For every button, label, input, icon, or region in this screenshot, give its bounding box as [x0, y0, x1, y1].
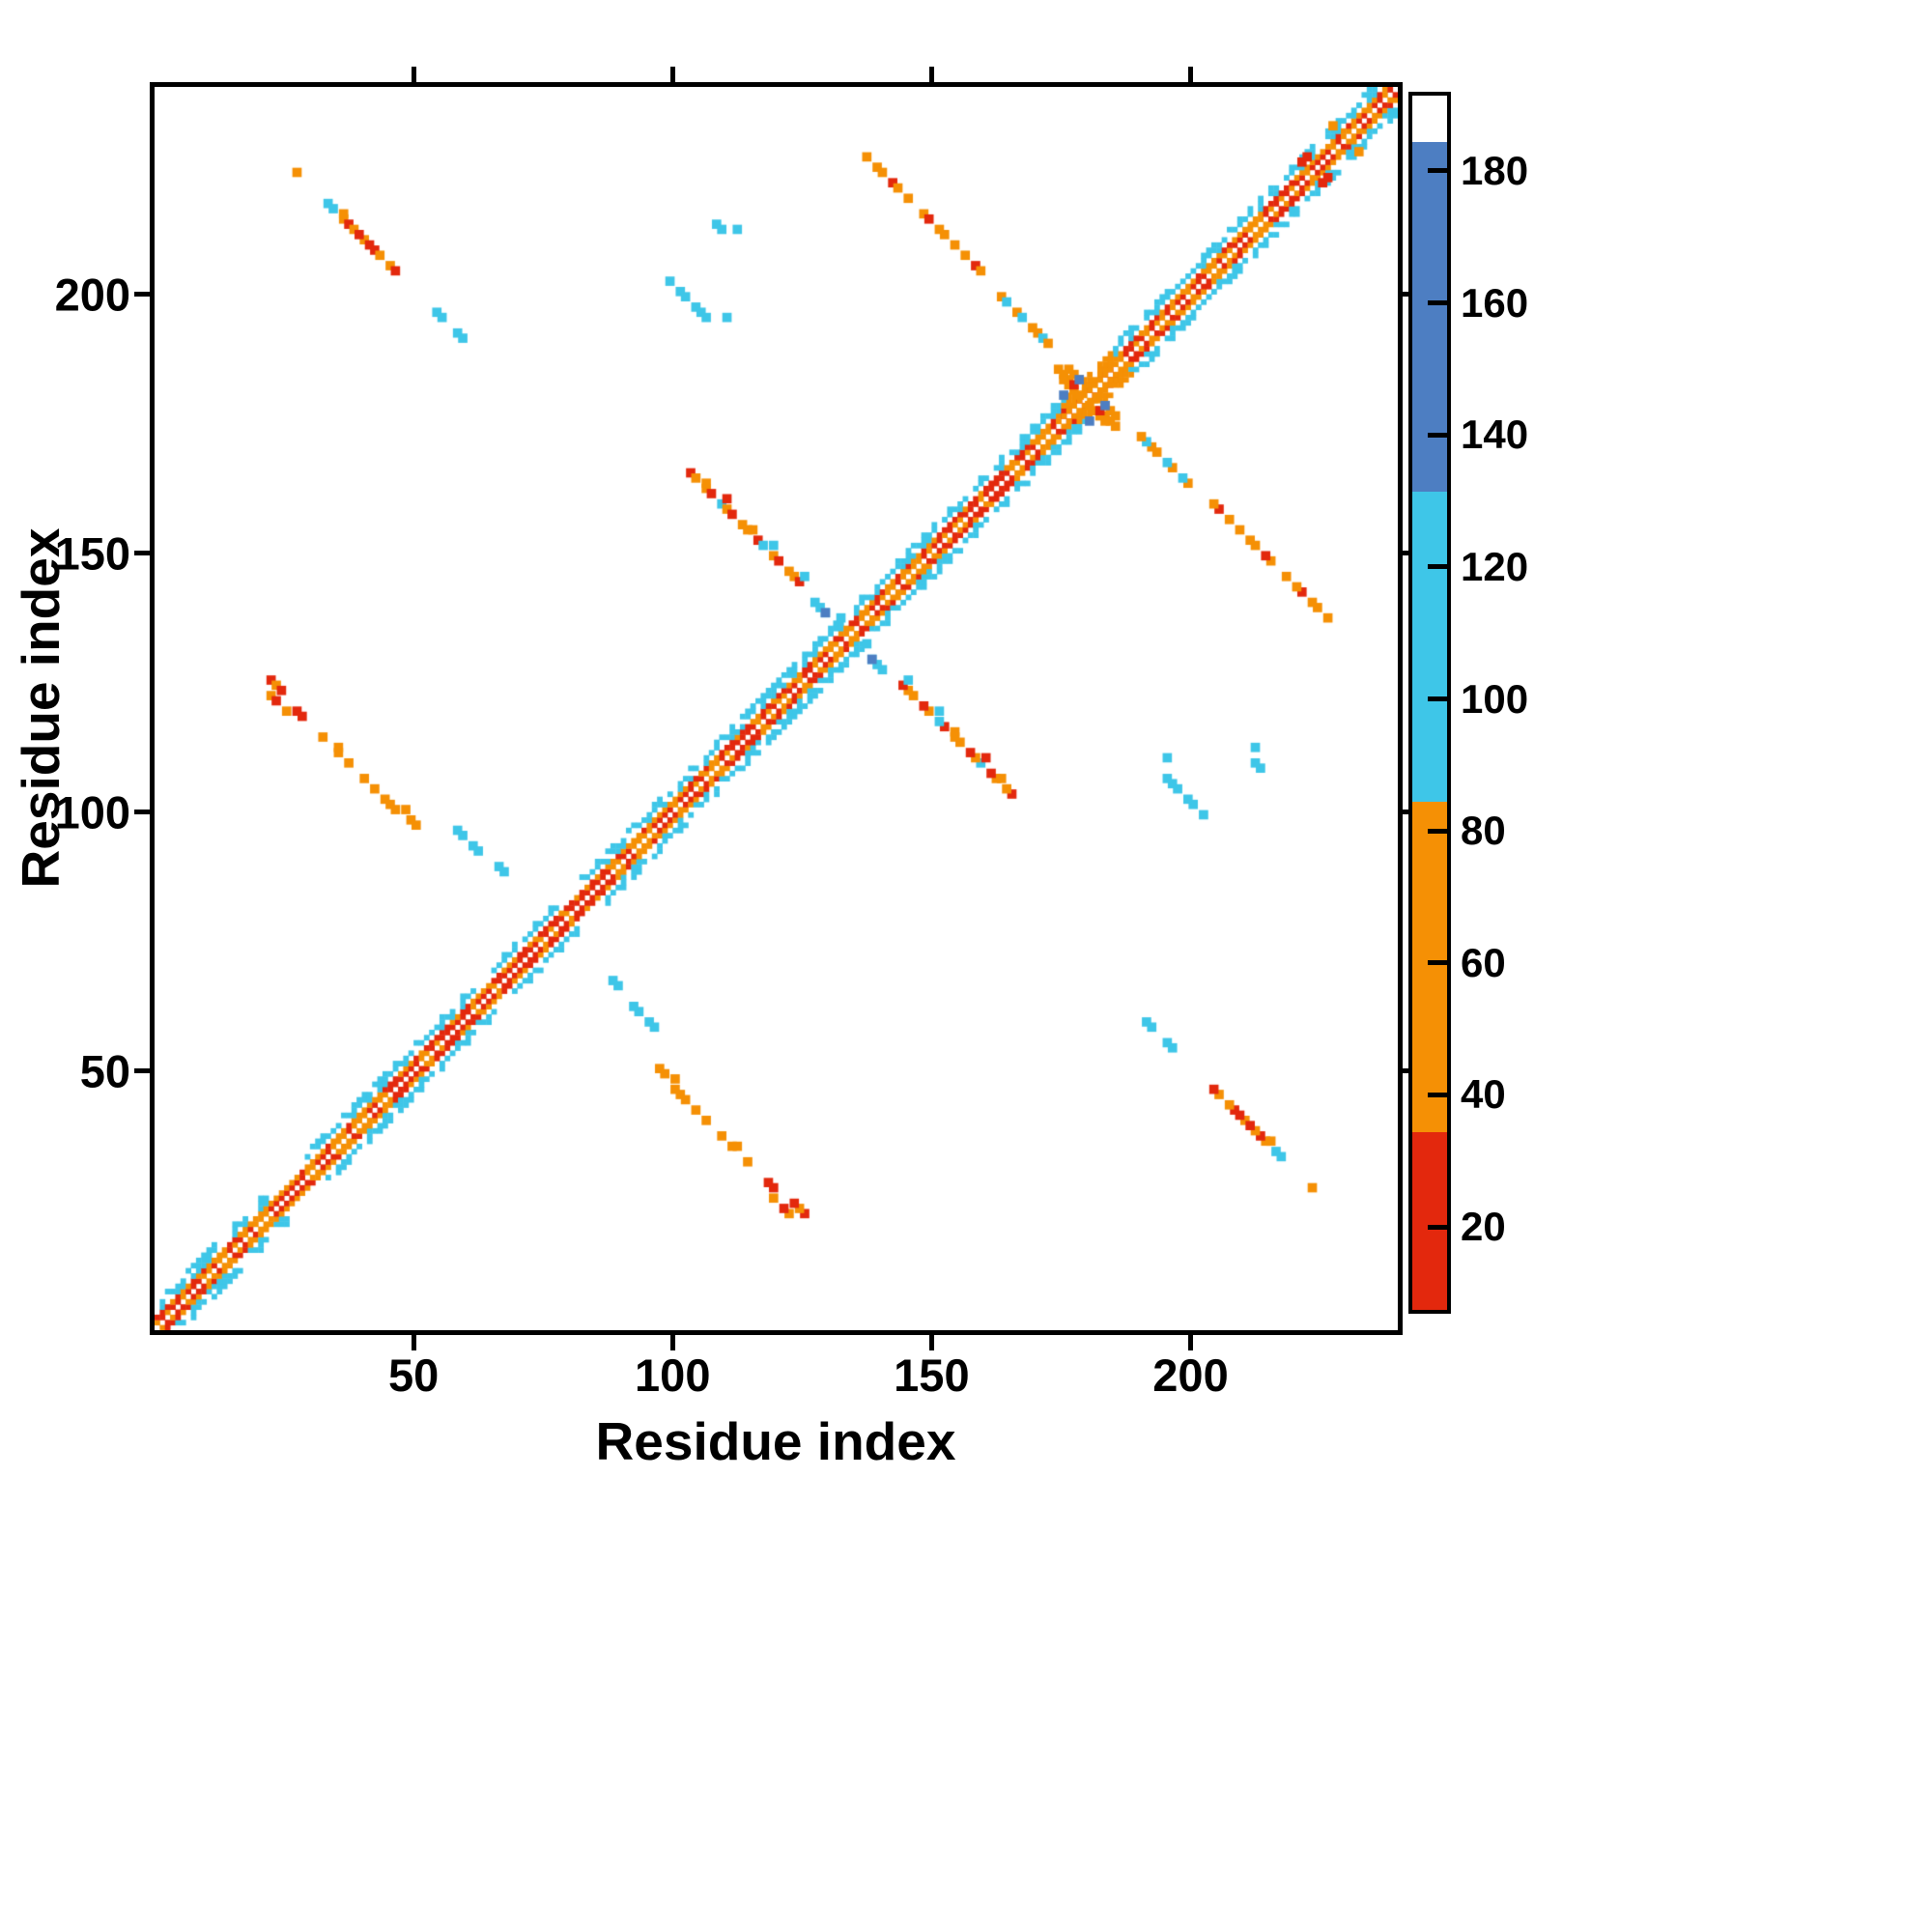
colorbar-tick — [1428, 828, 1451, 834]
colorbar-tick-label: 80 — [1461, 808, 1506, 854]
x-tick-bottom — [1188, 1335, 1193, 1350]
colorbar-segment — [1412, 1131, 1447, 1310]
contact-map-heatmap — [155, 87, 1398, 1330]
y-tick-label: 150 — [54, 527, 130, 580]
colorbar-tick-label: 120 — [1461, 543, 1529, 589]
y-tick-label: 100 — [54, 786, 130, 838]
y-tick-label: 200 — [54, 269, 130, 320]
colorbar-segment — [1412, 491, 1447, 802]
x-tick-bottom — [928, 1335, 934, 1350]
colorbar-tick — [1428, 432, 1451, 438]
colorbar-segment — [1412, 141, 1447, 492]
colorbar-segment — [1412, 801, 1447, 1132]
colorbar-tick-label: 40 — [1461, 1071, 1506, 1118]
y-tick-left — [134, 551, 150, 556]
colorbar-tick-label: 180 — [1461, 147, 1529, 193]
x-tick-bottom — [411, 1335, 416, 1350]
x-tick-bottom — [669, 1335, 675, 1350]
colorbar-tick — [1428, 300, 1451, 306]
y-tick-left — [134, 810, 150, 815]
x-tick-top — [928, 67, 934, 82]
x-tick-label: 150 — [894, 1350, 970, 1401]
colorbar-tick — [1428, 564, 1451, 570]
colorbar-tick — [1428, 1092, 1451, 1097]
colorbar — [1408, 92, 1451, 1314]
y-tick-left — [134, 1068, 150, 1074]
colorbar-tick — [1428, 696, 1451, 701]
colorbar-tick — [1428, 168, 1451, 174]
colorbar-tick-label: 60 — [1461, 939, 1506, 985]
colorbar-tick-label: 160 — [1461, 279, 1529, 326]
colorbar-tick-label: 100 — [1461, 675, 1529, 722]
colorbar-tick-label: 20 — [1461, 1204, 1506, 1250]
x-tick-label: 50 — [387, 1350, 440, 1401]
x-tick-label: 200 — [1152, 1350, 1229, 1401]
colorbar-tick-label: 140 — [1461, 412, 1529, 458]
x-tick-top — [1188, 67, 1193, 82]
colorbar-tick — [1428, 960, 1451, 966]
x-tick-top — [411, 67, 416, 82]
colorbar-segment — [1412, 96, 1447, 142]
y-tick-left — [134, 292, 150, 297]
x-tick-label: 100 — [635, 1350, 711, 1401]
y-tick-label: 50 — [79, 1045, 130, 1097]
x-tick-top — [669, 67, 675, 82]
y-axis-title: Residue index — [11, 527, 71, 889]
x-axis-title: Residue index — [595, 1411, 956, 1471]
colorbar-tick — [1428, 1224, 1451, 1230]
